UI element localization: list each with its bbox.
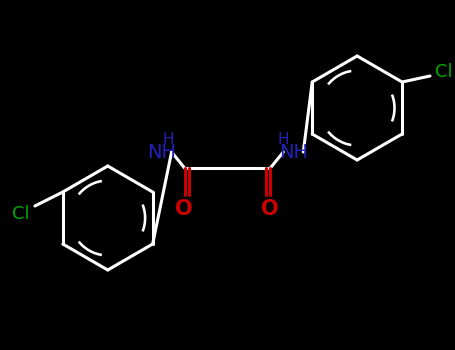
- Text: O: O: [261, 199, 278, 219]
- Text: H: H: [163, 133, 174, 147]
- Text: H: H: [278, 133, 289, 147]
- Text: Cl: Cl: [12, 205, 30, 223]
- Text: Cl: Cl: [435, 63, 453, 81]
- Text: O: O: [175, 199, 192, 219]
- Text: NH: NH: [279, 144, 308, 162]
- Text: NH: NH: [147, 144, 176, 162]
